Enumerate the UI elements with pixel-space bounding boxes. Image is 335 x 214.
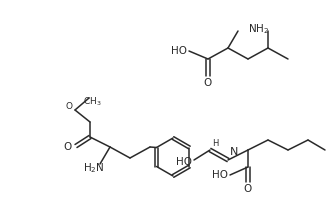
Text: O: O [66, 101, 73, 110]
Text: H: H [212, 140, 218, 149]
Text: N: N [230, 147, 239, 157]
Text: NH$_2$: NH$_2$ [248, 22, 269, 36]
Text: H$_2$N: H$_2$N [83, 161, 105, 175]
Text: O: O [64, 142, 72, 152]
Text: CH$_3$: CH$_3$ [83, 96, 102, 108]
Text: O: O [204, 78, 212, 88]
Text: HO: HO [171, 46, 187, 56]
Text: HO: HO [212, 170, 228, 180]
Text: O: O [244, 184, 252, 194]
Text: HO: HO [176, 157, 192, 167]
